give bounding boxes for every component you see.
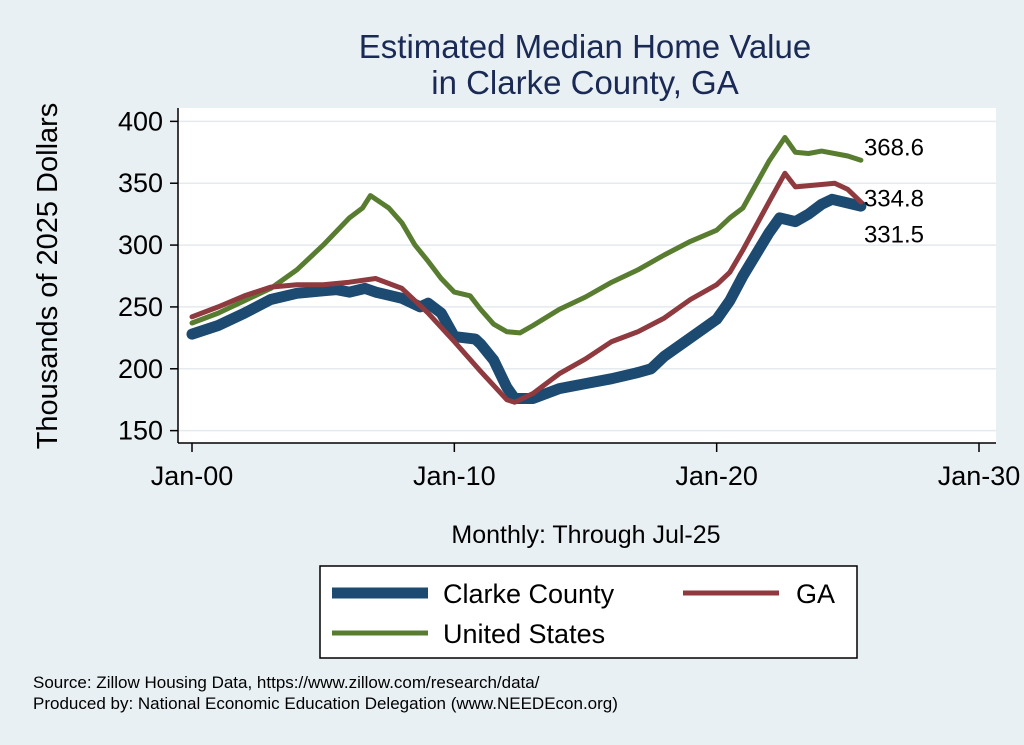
legend-box bbox=[319, 565, 858, 659]
source-note: Source: Zillow Housing Data, https://www… bbox=[33, 673, 540, 692]
producer-note: Produced by: National Economic Education… bbox=[33, 694, 618, 713]
y-tick-label-200: 200 bbox=[118, 354, 163, 384]
x-tick-label-jan-10: Jan-10 bbox=[413, 461, 496, 491]
chart-title-line-2: in Clarke County, GA bbox=[431, 64, 739, 101]
legend: Clarke County GA United States bbox=[319, 565, 858, 659]
y-axis-label: Thousands of 2025 Dollars bbox=[32, 103, 64, 450]
x-tick-label-jan-30: Jan-30 bbox=[938, 461, 1021, 491]
y-tick-label-300: 300 bbox=[118, 230, 163, 260]
chart-title-line-1: Estimated Median Home Value bbox=[359, 28, 811, 65]
x-axis: Jan-00 Jan-10 Jan-20 Jan-30 bbox=[151, 442, 1021, 491]
line-chart: Estimated Median Home Value in Clarke Co… bbox=[32, 28, 1021, 659]
series-line-clarke-county bbox=[186, 193, 867, 404]
legend-label-ga: GA bbox=[796, 579, 835, 609]
y-tick-label-350: 350 bbox=[118, 168, 163, 198]
series-line-united-states bbox=[189, 135, 864, 336]
series-line-ga bbox=[189, 170, 864, 405]
end-label-united-states: 368.6 bbox=[864, 134, 924, 161]
end-labels: 331.5 334.8 368.6 bbox=[864, 134, 924, 248]
legend-label-clarke-county: Clarke County bbox=[443, 579, 615, 609]
legend-label-united-states: United States bbox=[443, 619, 605, 649]
y-tick-label-150: 150 bbox=[118, 416, 163, 446]
y-tick-label-400: 400 bbox=[118, 106, 163, 136]
grid-lines bbox=[178, 120, 996, 432]
end-label-ga: 334.8 bbox=[864, 185, 924, 212]
x-axis-label: Monthly: Through Jul-25 bbox=[451, 521, 720, 549]
y-tick-label-250: 250 bbox=[118, 292, 163, 322]
x-tick-label-jan-20: Jan-20 bbox=[675, 461, 758, 491]
x-tick-label-jan-00: Jan-00 bbox=[151, 461, 234, 491]
end-label-clarke-county: 331.5 bbox=[864, 222, 924, 249]
series-group bbox=[186, 135, 867, 405]
y-axis: 150 200 250 300 350 400 bbox=[118, 106, 179, 446]
